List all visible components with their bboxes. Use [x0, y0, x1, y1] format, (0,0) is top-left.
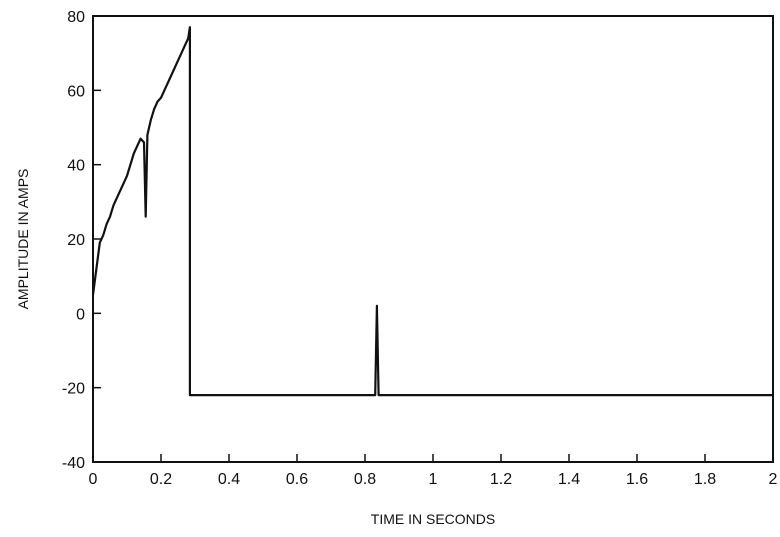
y-tick-label: 0 — [76, 306, 85, 323]
x-axis-ticks: 0 0.2 0.4 0.6 0.8 1 1.2 1.4 1.6 1.8 2 — [89, 454, 778, 488]
series-line — [91, 26, 773, 397]
x-axis-title: TIME IN SECONDS — [371, 511, 495, 527]
y-tick-label: 20 — [67, 232, 85, 249]
x-tick-label: 2 — [769, 471, 778, 488]
y-tick-label: -40 — [62, 455, 85, 472]
x-tick-label: 0.4 — [218, 471, 240, 488]
x-tick-label: 1.4 — [558, 471, 580, 488]
y-tick-label: 60 — [67, 83, 85, 100]
y-tick-label: 40 — [67, 158, 85, 175]
plot-frame — [92, 15, 774, 463]
x-tick-label: 1.2 — [490, 471, 512, 488]
y-tick-label: -20 — [62, 381, 85, 398]
y-tick-label: 80 — [67, 9, 85, 26]
x-tick-label: 0.2 — [150, 471, 172, 488]
x-tick-label: 1.6 — [626, 471, 648, 488]
x-tick-label: 1 — [429, 471, 438, 488]
x-tick-label: 0.8 — [354, 471, 376, 488]
x-tick-label: 1.8 — [694, 471, 716, 488]
y-axis-title: AMPLITUDE IN AMPS — [15, 169, 31, 310]
y-axis-ticks: 80 60 40 20 0 -20 -40 — [62, 9, 101, 472]
x-tick-label: 0 — [89, 471, 98, 488]
x-tick-label: 0.6 — [286, 471, 308, 488]
